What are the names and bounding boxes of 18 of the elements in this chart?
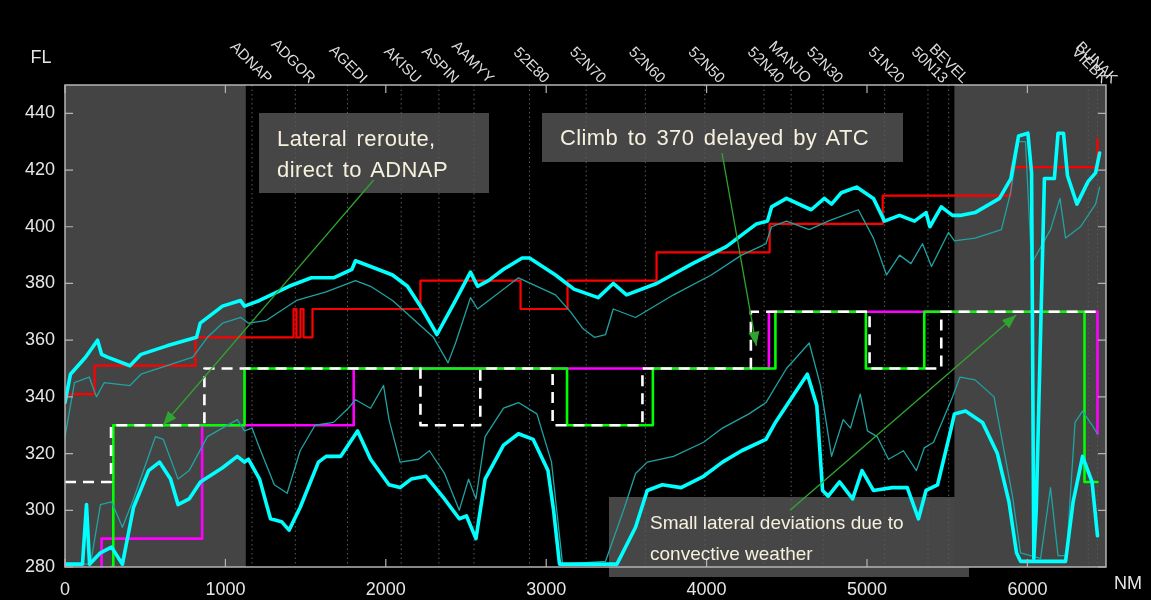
x-tick-label: 6000 (1007, 578, 1048, 599)
y-tick-label: 440 (24, 102, 55, 123)
y-tick-label: 320 (24, 442, 55, 463)
y-tick-label: 300 (24, 499, 55, 520)
y-tick-label: 420 (24, 159, 55, 180)
x-tick-label: 3000 (526, 578, 567, 599)
y-tick-label: 280 (24, 555, 55, 576)
x-tick-label: 2000 (365, 578, 406, 599)
y-tick-label: 340 (24, 385, 55, 406)
y-tick-label: 360 (24, 329, 55, 350)
x-tick-label: 1000 (205, 578, 246, 599)
x-axis-title: NM (1114, 572, 1142, 593)
y-axis-title: FL (30, 46, 52, 67)
x-tick-label: 0 (59, 578, 71, 599)
x-tick-label: 5000 (846, 578, 888, 599)
x-tick-label: 4000 (686, 578, 727, 599)
y-tick-label: 380 (24, 272, 55, 293)
y-tick-label: 400 (24, 215, 55, 236)
